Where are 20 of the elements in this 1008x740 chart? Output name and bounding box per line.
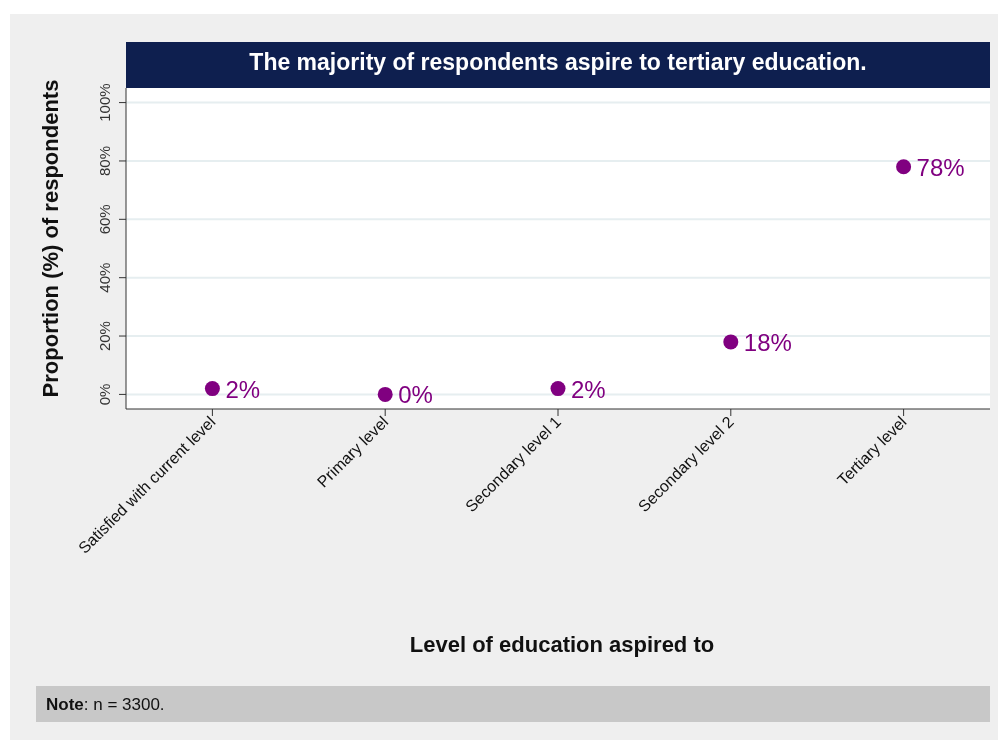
y-tick-label: 80% — [96, 145, 113, 176]
point — [550, 381, 566, 397]
point — [204, 381, 220, 397]
data-label: 78% — [916, 153, 965, 181]
data-label: 18% — [743, 328, 792, 356]
data-label: 2% — [571, 375, 606, 403]
y-tick-label: 100% — [96, 83, 113, 122]
y-axis-title: Proportion (%) of respondents — [38, 79, 63, 398]
point — [896, 159, 912, 175]
point — [377, 386, 393, 402]
y-tick-label: 0% — [96, 383, 113, 406]
y-tick-label: 40% — [96, 262, 113, 293]
text: Note: n = 3300. — [46, 695, 165, 714]
x-axis-title: Level of education aspired to — [409, 632, 715, 657]
point — [723, 334, 739, 350]
chart-title: The majority of respondents aspire to tertiary education. — [249, 49, 867, 75]
y-tick-label: 20% — [96, 321, 113, 352]
data-label: 2% — [225, 375, 261, 403]
y-tick-label: 60% — [96, 204, 113, 235]
data-label: 0% — [398, 381, 433, 409]
